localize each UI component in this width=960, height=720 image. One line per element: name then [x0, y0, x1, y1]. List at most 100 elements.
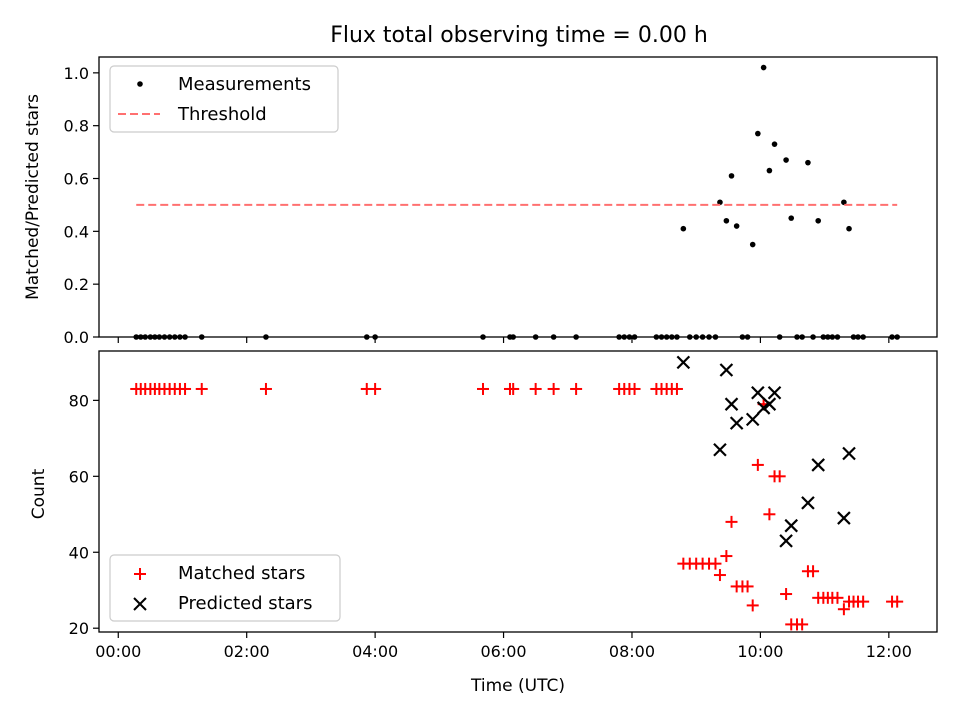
measurements-point: [739, 334, 746, 340]
measurements-point: [894, 334, 900, 340]
measurements-point: [177, 334, 183, 340]
measurements-point: [799, 334, 805, 340]
matched-stars-point: [746, 599, 759, 612]
top-plot-frame: [98, 56, 938, 338]
measurements-point: [783, 157, 789, 163]
measurements-point: [680, 225, 687, 232]
top-legend-box: [109, 65, 339, 133]
measurements-point: [717, 199, 723, 206]
legend-label-matched: Matched stars: [178, 563, 305, 584]
measurements-point: [788, 215, 795, 221]
measurements-point: [372, 334, 378, 340]
measurements-point: [532, 334, 539, 340]
predicted-stars-point: [779, 534, 793, 548]
predicted-stars-point: [842, 446, 856, 461]
measurements-point: [263, 334, 269, 340]
top-series: [133, 64, 900, 340]
measurements-point: [749, 241, 756, 248]
measurements-point: [152, 334, 158, 340]
matched-stars-point: [570, 382, 583, 395]
measurements-point: [626, 334, 633, 340]
measurements-point: [166, 334, 173, 340]
matched-stars-point: [195, 382, 208, 395]
predicted-stars-point: [751, 385, 765, 400]
measurements-point: [889, 334, 895, 340]
top-ytick-label: 0.8: [64, 117, 89, 136]
bottom-xtick-label: 10:00: [737, 642, 783, 661]
measurements-point: [834, 334, 841, 340]
predicted-stars-point: [676, 355, 691, 370]
bottom-plot-frame: [98, 350, 938, 633]
measurements-point: [674, 334, 680, 340]
measurements-point: [363, 334, 370, 340]
top-legend: Measurements Threshold: [109, 65, 339, 133]
measurements-point: [480, 334, 486, 340]
matched-stars-point: [725, 515, 738, 528]
measurements-point: [631, 334, 638, 340]
bottom-ylabel: Count: [29, 468, 49, 519]
measurements-point: [846, 225, 852, 232]
measurements-point: [733, 223, 740, 229]
legend-marker-measurements: [137, 81, 143, 87]
measurements-point: [621, 334, 628, 340]
predicted-stars-point: [784, 518, 799, 533]
measurements-point: [550, 334, 557, 340]
measurements-point: [841, 199, 847, 206]
measurements-point: [706, 334, 712, 340]
measurements-point: [776, 334, 783, 340]
matched-stars-point: [857, 595, 870, 608]
measurements-point: [142, 334, 149, 340]
bottom-xtick-label: 08:00: [609, 642, 655, 661]
measurements-point: [766, 167, 773, 174]
bottom-xtick-label: 02:00: [224, 642, 270, 661]
matched-stars-point: [763, 508, 776, 521]
legend-label-threshold: Threshold: [177, 104, 267, 125]
matched-stars-point: [259, 382, 272, 395]
measurements-point: [137, 334, 144, 340]
matched-stars-point: [507, 382, 520, 395]
measurements-point: [815, 217, 822, 224]
bottom-xtick-label: 06:00: [480, 642, 526, 661]
measurements-point: [693, 334, 699, 340]
measurements-point: [755, 130, 761, 137]
measurements-point: [182, 334, 188, 340]
measurements-point: [855, 334, 861, 340]
matched-stars-point: [720, 550, 733, 563]
bottom-xtick-label: 12:00: [866, 642, 912, 661]
predicted-stars-point: [745, 412, 760, 427]
predicted-stars-point: [767, 385, 782, 400]
matched-stars-point: [547, 382, 560, 395]
top-ylabel: Matched/Predicted stars: [23, 94, 43, 300]
measurements-point: [663, 334, 670, 340]
matched-stars-point: [179, 382, 192, 395]
matched-stars-point: [741, 580, 754, 593]
measurements-point: [686, 334, 693, 340]
matched-stars-point: [837, 603, 850, 616]
chart-title: Flux total observing time = 0.00 h: [330, 23, 708, 48]
bottom-panel: 00:00 02:00 04:00 06:00 08:00 10:00 12:00 20 40 6…: [29, 350, 938, 696]
matched-stars-point: [807, 565, 820, 578]
top-panel: 0.0 0.2 0.4 0.6 0.8 1.0 Matched/Predicted sta…: [23, 56, 938, 347]
measurements-point: [133, 334, 140, 340]
bottom-ytick-label: 60: [69, 467, 89, 486]
measurements-point: [156, 334, 163, 340]
predicted-stars-point: [801, 496, 815, 510]
predicted-stars-point: [756, 401, 771, 415]
matched-stars-point: [477, 382, 490, 395]
top-axis-ticks: 0.0 0.2 0.4 0.6 0.8 1.0: [64, 64, 890, 347]
measurements-point: [198, 334, 205, 340]
legend-marker-matched: [134, 568, 146, 580]
bottom-xtick-label: 00:00: [95, 642, 141, 661]
bottom-legend-box: [109, 554, 341, 622]
legend-label-predicted: Predicted stars: [178, 593, 312, 614]
measurements-point: [825, 334, 831, 340]
matched-stars-point: [709, 557, 722, 570]
measurements-point: [805, 159, 811, 166]
measurements-point: [573, 334, 579, 340]
measurements-point: [616, 334, 622, 340]
predicted-stars-point: [811, 458, 825, 472]
measurements-point: [794, 334, 800, 340]
matched-stars-point: [773, 470, 786, 483]
matched-stars-point: [369, 382, 382, 395]
